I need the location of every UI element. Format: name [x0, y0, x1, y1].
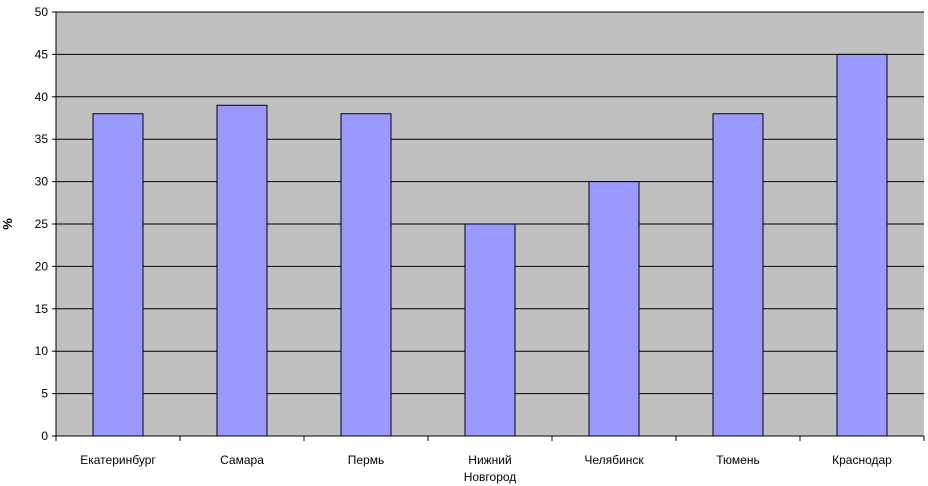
x-tick-label-0: Екатеринбург: [80, 453, 156, 467]
y-tick-label-40: 40: [35, 90, 49, 104]
bar-5: [712, 113, 764, 437]
y-tick-label-30: 30: [35, 175, 49, 189]
y-tick-label-15: 15: [35, 302, 49, 316]
x-tick-label-6: Краснодар: [832, 453, 892, 467]
x-tick-label-4: Челябинск: [584, 453, 644, 467]
y-tick-label-10: 10: [35, 344, 49, 358]
y-axis-title: %: [0, 218, 15, 230]
x-tick-label-2: Пермь: [348, 453, 384, 467]
bar-2: [340, 113, 392, 437]
axes: [52, 11, 925, 441]
x-tick-labels: Екатеринбург Самара Пермь Нижний Новгород Чел…: [80, 453, 892, 484]
y-tick-label-5: 5: [41, 387, 48, 401]
bar-4: [588, 181, 640, 437]
x-tick-label-3-line-0: Нижний: [468, 453, 511, 467]
y-tick-label-45: 45: [35, 47, 49, 61]
bar-6: [836, 53, 888, 437]
x-tick-label-5: Тюмень: [716, 453, 759, 467]
x-tick-label-1: Самара: [220, 453, 264, 467]
bars: [92, 53, 888, 437]
y-tick-labels: 0 5 10 15 20 25 30 35 40 45 50: [35, 5, 49, 443]
y-tick-label-0: 0: [41, 429, 48, 443]
y-tick-label-35: 35: [35, 132, 49, 146]
x-tick-label-3-line-1: Новгород: [464, 470, 517, 484]
bar-1: [216, 104, 268, 437]
y-tick-label-25: 25: [35, 217, 49, 231]
bar-3: [464, 223, 516, 437]
y-tick-label-20: 20: [35, 259, 49, 273]
y-tick-label-50: 50: [35, 5, 49, 19]
bar-0: [92, 113, 144, 437]
